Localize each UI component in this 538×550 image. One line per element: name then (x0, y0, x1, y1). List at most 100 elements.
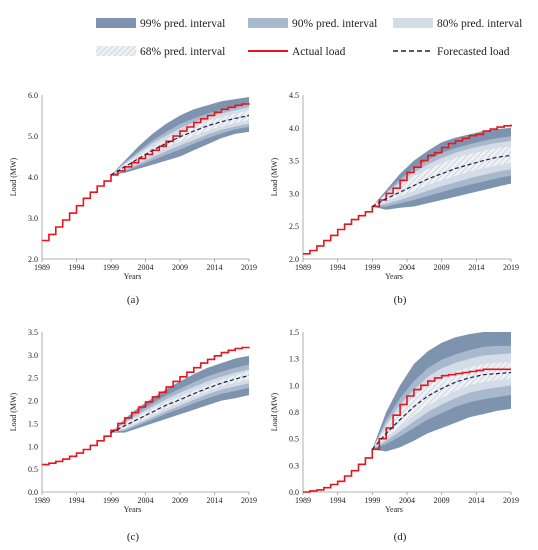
forecasted-load-line (110, 114, 250, 176)
y-axis-label: Load (MW) (270, 157, 279, 196)
x-tick-label: 2014 (207, 263, 223, 272)
y-tick-label: 3.0 (28, 351, 38, 360)
y-tick-label: 5.0 (28, 132, 38, 141)
y-axis-label: Load (MW) (9, 392, 18, 431)
y-tick-label: 1.5 (289, 328, 299, 337)
x-tick-label: 2019 (241, 496, 257, 505)
actual-load-line (303, 368, 511, 493)
x-tick-label: 1994 (330, 263, 346, 272)
legend: 99% pred. interval 90% pred. interval 80% … (96, 18, 522, 58)
panel-caption: (a) (127, 294, 140, 306)
legend-label: 99% pred. interval (140, 18, 225, 30)
y-tick-label: 0.3 (289, 461, 299, 470)
x-tick-label: 2009 (434, 496, 450, 505)
x-tick-label: 2014 (207, 496, 223, 505)
y-tick-label: 2.0 (289, 255, 299, 264)
x-axis-label: Years (385, 505, 403, 514)
x-tick-label: 2009 (434, 263, 450, 272)
legend-label: 90% pred. interval (292, 18, 377, 30)
y-tick-label: 4.0 (289, 124, 299, 133)
y-axis-label: Load (MW) (270, 392, 279, 431)
x-tick-label: 1999 (364, 263, 380, 272)
y-tick-label: 2.0 (28, 255, 38, 264)
x-tick-label: 2004 (138, 263, 154, 272)
legend-label: 68% pred. interval (140, 46, 225, 58)
y-tick-label: 4.5 (289, 91, 299, 100)
legend-item-68-pred-interval: 68% pred. interval (96, 46, 225, 58)
legend-item-forecasted-load: Forecasted load (393, 46, 510, 58)
chart-panel-d: 0.0 0.3 0.5 0.8 1.0 1.3 1.5 1989 1994 1999 2004 200… (270, 328, 519, 543)
x-tick-label: 1994 (330, 496, 346, 505)
band-68-pred-interval (111, 110, 249, 175)
legend-item-actual-load: Actual load (248, 46, 346, 58)
actual-load-line (303, 124, 512, 255)
panel-caption: (b) (394, 294, 407, 306)
y-tick-label: 2.5 (28, 374, 38, 383)
x-tick-label: 2019 (241, 263, 257, 272)
forecasted-load-line (372, 154, 512, 208)
legend-item-99-pred-interval: 99% pred. interval (96, 18, 225, 30)
x-tick-label: 1999 (364, 496, 380, 505)
y-tick-label: 3.0 (289, 189, 299, 198)
x-tick-label: 2004 (138, 496, 154, 505)
x-tick-label: 2019 (503, 263, 519, 272)
legend-item-90-pred-interval: 90% pred. interval (248, 18, 377, 30)
x-tick-label: 1989 (295, 263, 311, 272)
y-tick-label: 2.0 (28, 397, 38, 406)
y-tick-label: 4.0 (28, 173, 38, 182)
legend-swatch (96, 18, 136, 28)
x-tick-label: 1999 (103, 263, 119, 272)
y-tick-label: 3.0 (28, 214, 38, 223)
forecasted-load-line (371, 371, 512, 450)
y-tick-label: 0.0 (28, 488, 38, 497)
legend-label: Actual load (292, 46, 346, 58)
y-tick-label: 3.5 (28, 328, 38, 337)
y-tick-label: 2.5 (289, 222, 299, 231)
y-tick-label: 1.3 (289, 355, 299, 364)
band-68-pred-interval (372, 146, 511, 207)
y-tick-label: 0.8 (289, 408, 299, 417)
x-tick-label: 2014 (468, 263, 484, 272)
forecasted-load-line (110, 374, 250, 434)
x-axis-label: Years (124, 505, 142, 514)
x-tick-label: 1989 (34, 263, 50, 272)
x-tick-label: 2014 (468, 496, 484, 505)
band-68-pred-interval (372, 361, 511, 450)
legend-swatch (248, 18, 288, 28)
panel-caption: (d) (394, 531, 407, 543)
y-tick-label: 3.5 (289, 157, 299, 166)
x-tick-label: 2004 (399, 263, 415, 272)
legend-label: 80% pred. interval (437, 18, 522, 30)
chart-panel-a: 2.0 3.0 4.0 5.0 6.0 1989 1994 1999 2004 2009 2014 2… (9, 91, 257, 306)
legend-item-80-pred-interval: 80% pred. interval (393, 18, 522, 30)
x-tick-label: 1994 (69, 263, 85, 272)
y-tick-label: 6.0 (28, 91, 38, 100)
y-tick-label: 0.5 (28, 465, 38, 474)
x-tick-label: 1999 (103, 496, 119, 505)
x-tick-label: 2009 (172, 263, 188, 272)
y-tick-label: 1.0 (28, 442, 38, 451)
band-68-pred-interval (111, 371, 249, 433)
y-tick-label: 0.5 (289, 435, 299, 444)
x-tick-label: 2009 (172, 496, 188, 505)
x-axis-label: Years (124, 272, 142, 281)
panel-caption: (c) (127, 531, 140, 543)
chart-panel-b: 2.0 2.5 3.0 3.5 4.0 4.5 1989 1994 1999 2004 2009 20… (270, 91, 519, 306)
x-tick-label: 1994 (69, 496, 85, 505)
y-tick-label: 1.0 (289, 381, 299, 390)
legend-swatch (96, 46, 136, 56)
y-axis-label: Load (MW) (9, 157, 18, 196)
legend-label: Forecasted load (437, 46, 510, 58)
legend-swatch (393, 18, 433, 28)
x-axis-label: Years (385, 272, 403, 281)
actual-load-line (42, 346, 250, 466)
x-tick-label: 2004 (399, 496, 415, 505)
y-tick-label: 1.5 (28, 419, 38, 428)
x-tick-label: 1989 (295, 496, 311, 505)
chart-panel-c: 0.0 0.5 1.0 1.5 2.0 2.5 3.0 3.5 1989 1994 1999 2004… (9, 328, 257, 543)
x-tick-label: 2019 (503, 496, 519, 505)
x-tick-label: 1989 (34, 496, 50, 505)
y-tick-label: 0.0 (289, 488, 299, 497)
